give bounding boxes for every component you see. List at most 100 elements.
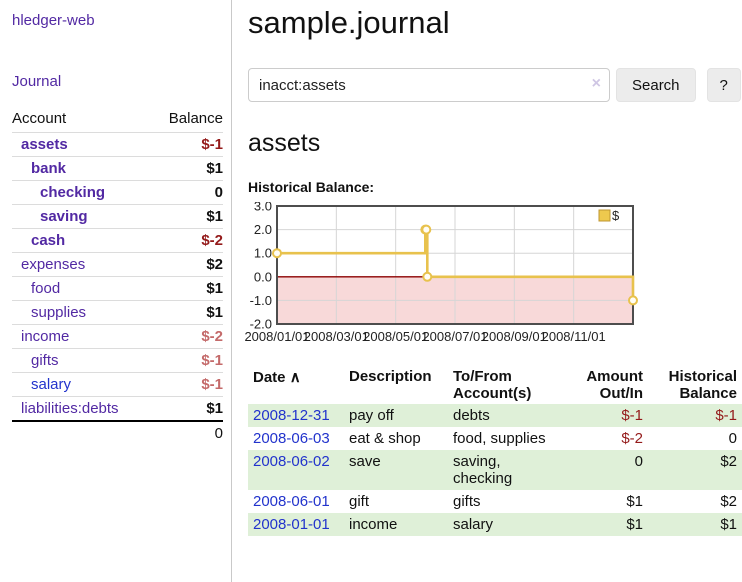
- account-name-cell: bank: [12, 157, 152, 181]
- app-title-link[interactable]: hledger-web: [12, 12, 95, 29]
- account-name-cell: saving: [12, 205, 152, 229]
- account-link-salary[interactable]: salary: [31, 376, 72, 393]
- register-date-cell: 2008-12-31: [248, 404, 344, 427]
- account-name-cell: assets: [12, 133, 152, 157]
- account-link-supplies[interactable]: supplies: [31, 304, 87, 321]
- svg-text:-1.0: -1.0: [250, 293, 272, 308]
- register-amount-cell: $1: [626, 516, 643, 533]
- search-button[interactable]: Search: [616, 68, 696, 102]
- register-accounts-cell: food, supplies: [453, 430, 546, 447]
- account-row: income $-2: [12, 324, 223, 349]
- accounts-total-value: 0: [214, 425, 223, 442]
- account-link-checking[interactable]: checking: [40, 184, 106, 201]
- account-row: food $1: [12, 276, 223, 301]
- sort-asc-icon[interactable]: ∧: [289, 369, 301, 386]
- search-box: ×: [248, 68, 610, 102]
- register-balance-cell: $2: [720, 453, 737, 470]
- account-balance: $-1: [201, 376, 223, 393]
- accounts-table: Account Balance assets $-1 bank $1 checking 0…: [12, 107, 223, 445]
- account-name-cell: checking: [12, 181, 152, 205]
- transaction-date-link[interactable]: 2008-06-03: [253, 430, 330, 447]
- transaction-date-link[interactable]: 2008-12-31: [253, 407, 330, 424]
- register-balance-cell: $2: [720, 493, 737, 510]
- account-balance: $-2: [201, 328, 223, 345]
- register-header-tofrom: To/From Account(s): [453, 368, 532, 402]
- register-date-cell: 2008-06-02: [248, 450, 344, 490]
- account-name-cell: liabilities:debts: [12, 397, 152, 422]
- transaction-date-link[interactable]: 2008-06-02: [253, 453, 330, 470]
- sidebar: hledger-web Journal Account Balance asse…: [0, 0, 232, 582]
- register-description-cell: pay off: [349, 407, 394, 424]
- register-table: Date ∧ Description To/From Account(s) Am…: [248, 366, 742, 536]
- register-row: 2008-01-01 income salary $1 $1: [248, 513, 742, 536]
- transaction-date-link[interactable]: 2008-06-01: [253, 493, 330, 510]
- register-date-cell: 2008-06-03: [248, 427, 344, 450]
- register-description-cell: eat & shop: [349, 430, 421, 447]
- account-name-cell: salary: [12, 373, 152, 397]
- svg-text:2008/09/01: 2008/09/01: [482, 329, 547, 344]
- register-row: 2008-06-03 eat & shop food, supplies $-2 0: [248, 427, 742, 450]
- account-name-cell: gifts: [12, 349, 152, 373]
- register-date-cell: 2008-01-01: [248, 513, 344, 536]
- account-name-cell: expenses: [12, 253, 152, 277]
- account-link-saving[interactable]: saving: [40, 208, 88, 225]
- account-row: saving $1: [12, 204, 223, 229]
- transaction-date-link[interactable]: 2008-01-01: [253, 516, 330, 533]
- register-header-date[interactable]: Date ∧: [253, 369, 301, 386]
- register-amount-cell: $1: [626, 493, 643, 510]
- account-link-food[interactable]: food: [31, 280, 61, 297]
- account-link-liabilities-debts[interactable]: liabilities:debts: [21, 400, 119, 417]
- register-accounts-cell: saving, checking: [453, 453, 513, 487]
- help-button[interactable]: ?: [706, 68, 741, 102]
- account-link-expenses[interactable]: expenses: [21, 256, 86, 273]
- historical-balance-label: Historical Balance:: [248, 179, 375, 195]
- account-link-bank[interactable]: bank: [31, 160, 67, 177]
- search-input[interactable]: [248, 68, 610, 102]
- register-amount-cell: $-2: [621, 430, 643, 447]
- register-row: 2008-12-31 pay off debts $-1 $-1: [248, 404, 742, 427]
- accounts-header-balance: Balance: [168, 110, 223, 127]
- svg-text:-2.0: -2.0: [250, 317, 272, 332]
- account-name-cell: cash: [12, 229, 152, 253]
- account-row: assets $-1: [12, 132, 223, 157]
- clear-search-icon[interactable]: ×: [591, 75, 601, 92]
- accounts-header-account: Account: [12, 110, 67, 127]
- register-accounts-cell: salary: [453, 516, 494, 533]
- register-header-balance: Historical Balance: [668, 368, 737, 402]
- account-link-income[interactable]: income: [21, 328, 70, 345]
- svg-text:2008/03/01: 2008/03/01: [304, 329, 369, 344]
- account-row: supplies $1: [12, 300, 223, 325]
- svg-text:2008/07/01: 2008/07/01: [422, 329, 487, 344]
- svg-text:0.0: 0.0: [254, 269, 272, 284]
- register-balance-cell: 0: [728, 430, 737, 447]
- svg-text:$: $: [612, 208, 620, 223]
- register-balance-cell: $1: [720, 516, 737, 533]
- account-link-gifts[interactable]: gifts: [31, 352, 59, 369]
- account-balance: $2: [206, 256, 223, 273]
- balance-chart: 3.0 2.0 1.0 0.0 -1.0 -2.0 2008/01/01 2008/03/01…: [243, 199, 742, 353]
- svg-text:2008/05/01: 2008/05/01: [363, 329, 428, 344]
- svg-text:3.0: 3.0: [254, 202, 272, 214]
- account-name-cell: supplies: [12, 301, 152, 325]
- account-link-assets[interactable]: assets: [21, 136, 68, 153]
- register-amount-cell: 0: [634, 453, 643, 470]
- accounts-total-row: 0: [12, 421, 223, 445]
- account-row: gifts $-1: [12, 348, 223, 373]
- account-balance: $1: [206, 208, 223, 225]
- register-balance-cell: $-1: [715, 407, 737, 424]
- register-description-cell: gift: [349, 493, 370, 510]
- register-row: 2008-06-02 save saving, checking 0 $2: [248, 450, 742, 490]
- account-balance: 0: [214, 184, 223, 201]
- register-header-description: Description: [349, 368, 432, 385]
- balance-chart-svg: 3.0 2.0 1.0 0.0 -1.0 -2.02008/01/012008/03/01…: [244, 199, 638, 344]
- register-accounts-cell: debts: [453, 407, 490, 424]
- account-balance: $1: [206, 280, 223, 297]
- account-link-cash[interactable]: cash: [31, 232, 66, 249]
- account-balance: $1: [206, 400, 223, 417]
- sidebar-item-journal[interactable]: Journal: [12, 73, 62, 90]
- page-title: sample.journal: [248, 5, 450, 40]
- account-row: salary $-1: [12, 372, 223, 397]
- account-balance: $-1: [201, 136, 223, 153]
- accounts-header-row: Account Balance: [12, 107, 223, 133]
- search-form: × Search ?: [248, 68, 742, 102]
